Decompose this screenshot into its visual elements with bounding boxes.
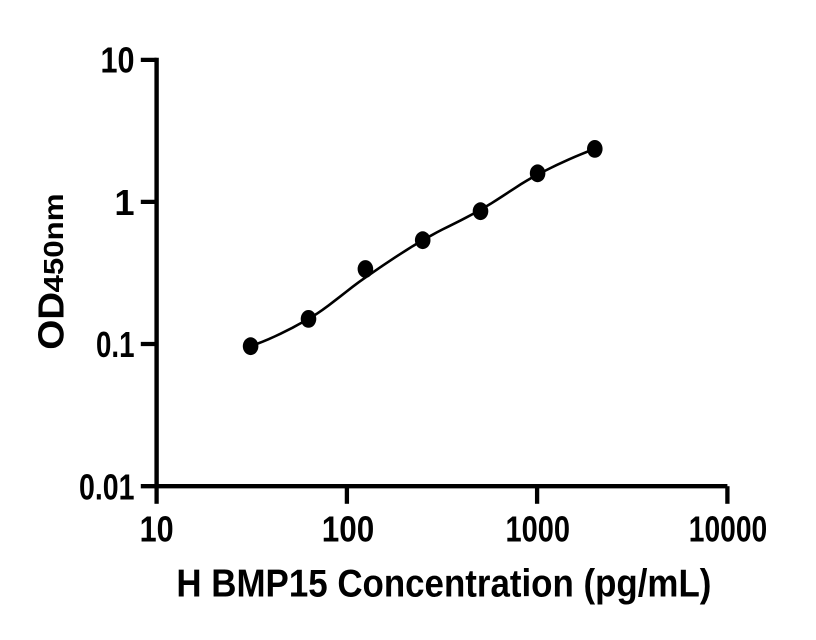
svg-text:H BMP15 Concentration (pg/mL): H BMP15 Concentration (pg/mL) <box>176 563 711 606</box>
svg-text:1000: 1000 <box>506 509 571 550</box>
svg-text:10: 10 <box>101 39 135 80</box>
svg-text:100: 100 <box>322 509 375 550</box>
svg-text:10000: 10000 <box>689 509 767 550</box>
svg-text:450nm: 450nm <box>38 194 69 293</box>
svg-text:OD: OD <box>30 292 71 350</box>
svg-text:1: 1 <box>114 182 134 223</box>
svg-text:0.01: 0.01 <box>79 467 135 508</box>
svg-text:0.1: 0.1 <box>96 324 135 365</box>
svg-text:10: 10 <box>140 509 174 550</box>
